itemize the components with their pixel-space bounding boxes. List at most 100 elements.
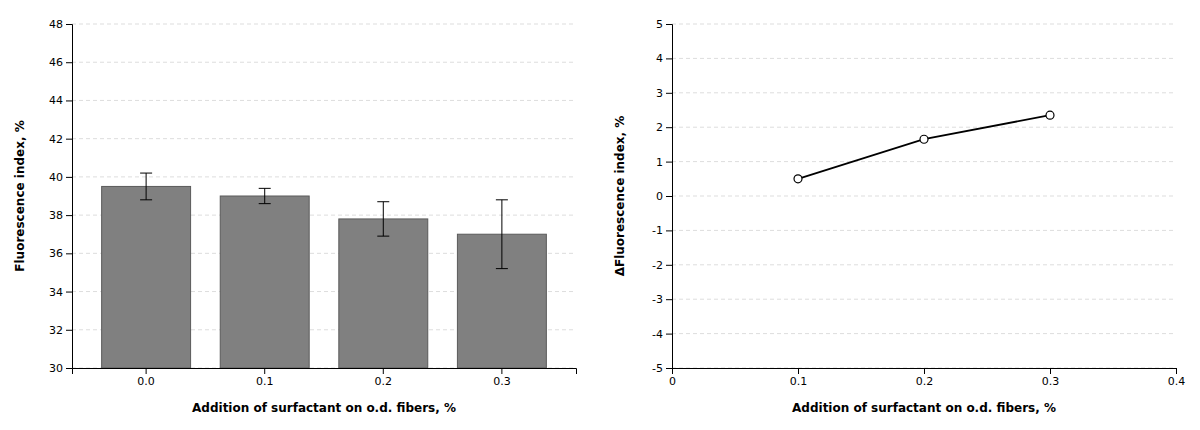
x-tick-label: 0.2 (916, 375, 934, 388)
y-tick-label: -1 (652, 224, 663, 237)
y-tick-mark (66, 368, 72, 369)
grid-line (672, 58, 1176, 59)
y-tick-label: 40 (49, 171, 63, 184)
x-tick-label: 0.3 (493, 375, 511, 388)
x-tick: 0 (669, 368, 676, 388)
y-axis-title: ΔFluorescence index, % (613, 116, 627, 277)
y-tick-label: 32 (49, 324, 63, 337)
grid-line (72, 176, 576, 177)
x-tick-mark (924, 368, 925, 374)
bar (220, 196, 309, 368)
grid-line (672, 24, 1176, 25)
y-tick: 38 (49, 209, 72, 222)
x-tick-label: 0.2 (375, 375, 393, 388)
grid-line (72, 138, 576, 139)
panel: -5-4-3-2-101234500.10.20.30.4Addition of… (613, 18, 1185, 415)
grid-line (672, 92, 1176, 93)
grid (72, 24, 576, 368)
x-axis: 0.00.10.20.3 (73, 368, 577, 388)
x-tick-label: 0.3 (1042, 375, 1060, 388)
error-bar-stem (501, 200, 502, 269)
y-tick: -4 (652, 328, 672, 341)
grid-line (72, 62, 576, 63)
error-bar-cap (259, 203, 271, 204)
x-axis-title: Addition of surfactant on o.d. fibers, % (792, 401, 1056, 415)
y-tick-label: 4 (656, 52, 663, 65)
y-tick-mark (66, 215, 72, 216)
x-tick-label: 0.0 (137, 375, 155, 388)
y-tick: -3 (652, 293, 672, 306)
error-bar-cap (140, 173, 152, 174)
y-tick-mark (666, 334, 672, 335)
x-tick: 0.2 (375, 368, 393, 388)
y-tick: 34 (49, 286, 72, 299)
x-tick: 0.2 (916, 368, 934, 388)
y-tick: 44 (49, 94, 72, 107)
error-bar (140, 173, 152, 200)
y-tick: 3 (656, 87, 672, 100)
x-tick: 0.3 (1042, 368, 1060, 388)
y-tick-label: -4 (652, 328, 663, 341)
y-tick-label: 38 (49, 209, 63, 222)
point (794, 175, 802, 183)
y-tick-label: 42 (49, 133, 63, 146)
x-tick-mark (672, 368, 673, 374)
x-tick-label: 0.4 (1168, 375, 1186, 388)
y-tick-mark (66, 24, 72, 25)
y-tick-mark (666, 24, 672, 25)
grid (672, 24, 1176, 368)
y-tick-mark (666, 368, 672, 369)
y-tick-mark (666, 299, 672, 300)
grid-line (672, 127, 1176, 128)
y-tick: 0 (656, 190, 672, 203)
y-tick-mark (66, 177, 72, 178)
x-axis: 00.10.20.30.4 (669, 368, 1185, 388)
x-tick: 0.3 (493, 368, 511, 388)
x-tick: 0.4 (1168, 368, 1186, 388)
chart-svg: 303234363840424446480.00.10.20.3Addition… (0, 0, 1200, 430)
x-tick-mark (146, 368, 147, 374)
y-tick-mark (666, 127, 672, 128)
x-tick-mark (1050, 368, 1051, 374)
error-bar-cap (496, 268, 508, 269)
y-tick-mark (666, 196, 672, 197)
x-tick-mark (1176, 368, 1177, 374)
x-axis-line (73, 369, 577, 375)
y-tick-mark (666, 58, 672, 59)
grid-line (72, 24, 576, 25)
plot-area (794, 111, 1054, 183)
error-bar-cap (377, 236, 389, 237)
y-axis-line (666, 25, 673, 369)
x-tick-mark (501, 368, 502, 374)
y-tick: -5 (652, 362, 672, 375)
grid-line (672, 230, 1176, 231)
y-tick-mark (666, 162, 672, 163)
y-tick-label: 5 (656, 18, 663, 31)
y-tick-label: 44 (49, 94, 63, 107)
point (920, 135, 928, 143)
y-tick-label: 0 (656, 190, 663, 203)
error-bar-stem (383, 202, 384, 236)
y-tick-mark (66, 292, 72, 293)
y-tick-mark (66, 100, 72, 101)
grid-line (672, 264, 1176, 265)
y-tick-label: 30 (49, 362, 63, 375)
y-tick-mark (66, 253, 72, 254)
y-tick-mark (66, 330, 72, 331)
x-axis-line (673, 369, 1177, 375)
y-tick: 5 (656, 18, 672, 31)
y-axis: -5-4-3-2-1012345 (652, 18, 672, 375)
x-axis-title: Addition of surfactant on o.d. fibers, % (192, 401, 456, 415)
y-tick: 1 (656, 156, 672, 169)
y-tick: 4 (656, 52, 672, 65)
y-axis: 30323436384042444648 (49, 18, 73, 375)
bar (102, 186, 191, 368)
error-bar-cap (496, 199, 508, 200)
error-bar-stem (146, 173, 147, 200)
y-tick: 40 (49, 171, 72, 184)
y-tick: 2 (656, 121, 672, 134)
y-tick-label: 2 (656, 121, 663, 134)
x-tick-mark (798, 368, 799, 374)
y-tick-label: 48 (49, 18, 63, 31)
y-tick-mark (666, 93, 672, 94)
